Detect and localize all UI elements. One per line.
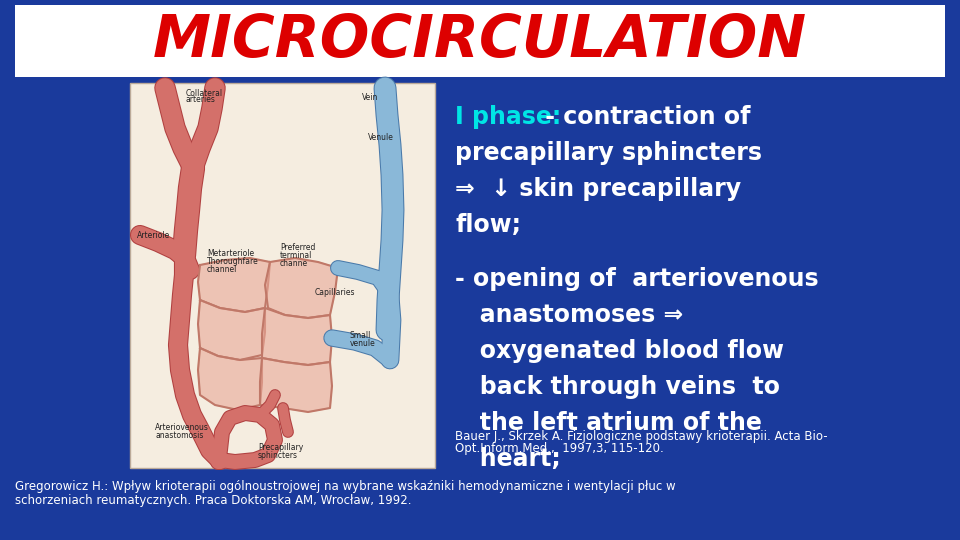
Text: the left atrium of the: the left atrium of the: [455, 411, 762, 435]
Text: Metarteriole: Metarteriole: [207, 249, 254, 258]
Polygon shape: [198, 300, 265, 360]
Polygon shape: [198, 348, 262, 410]
Text: MICROCIRCULATION: MICROCIRCULATION: [153, 12, 807, 70]
Text: back through veins  to: back through veins to: [455, 375, 780, 399]
Text: channe: channe: [280, 259, 308, 268]
Text: Bauer J., Skrzek A. Fizjologiczne podstawy krioterapii. Acta Bio-: Bauer J., Skrzek A. Fizjologiczne podsta…: [455, 430, 828, 443]
Text: arteries: arteries: [186, 95, 216, 104]
Text: I phase:: I phase:: [455, 105, 562, 129]
Text: Vein: Vein: [362, 93, 378, 102]
Text: ⇒  ↓ skin precapillary: ⇒ ↓ skin precapillary: [455, 177, 741, 201]
Text: anastomoses ⇒: anastomoses ⇒: [455, 303, 684, 327]
Text: Small: Small: [350, 331, 372, 340]
Text: Arteriovenous: Arteriovenous: [155, 423, 209, 432]
Text: heart;: heart;: [455, 447, 561, 471]
FancyBboxPatch shape: [130, 83, 435, 468]
Polygon shape: [260, 358, 332, 412]
Text: anastomosis: anastomosis: [155, 431, 204, 440]
Text: venule: venule: [350, 339, 375, 348]
Polygon shape: [262, 308, 332, 365]
Text: Thoroughfare: Thoroughfare: [207, 257, 259, 266]
Text: - contraction of: - contraction of: [537, 105, 751, 129]
FancyBboxPatch shape: [15, 5, 945, 77]
Text: - opening of  arteriovenous: - opening of arteriovenous: [455, 267, 819, 291]
Text: Collateral: Collateral: [186, 89, 223, 98]
Text: sphincters: sphincters: [258, 451, 298, 460]
Text: terminal: terminal: [280, 251, 312, 260]
Polygon shape: [198, 258, 270, 312]
Text: channel: channel: [207, 265, 237, 274]
Text: Opt.Inform.Med.,  1997,3, 115-120.: Opt.Inform.Med., 1997,3, 115-120.: [455, 442, 663, 455]
Text: Capillaries: Capillaries: [315, 288, 355, 297]
Text: flow;: flow;: [455, 213, 521, 237]
Text: schorzeniach reumatycznych. Praca Doktorska AM, Wrocław, 1992.: schorzeniach reumatycznych. Praca Doktor…: [15, 494, 412, 507]
Text: Venule: Venule: [368, 133, 394, 142]
Text: oxygenated blood flow: oxygenated blood flow: [455, 339, 784, 363]
Text: Preferred: Preferred: [280, 243, 316, 252]
Text: precapillary sphincters: precapillary sphincters: [455, 141, 762, 165]
Polygon shape: [265, 258, 338, 318]
Text: Gregorowicz H.: Wpływ krioterapii ogólnoustrojowej na wybrane wskaźniki hemodyna: Gregorowicz H.: Wpływ krioterapii ogólno…: [15, 480, 676, 493]
Text: Precapillary: Precapillary: [258, 443, 303, 452]
Text: Arteriole: Arteriole: [137, 231, 170, 240]
